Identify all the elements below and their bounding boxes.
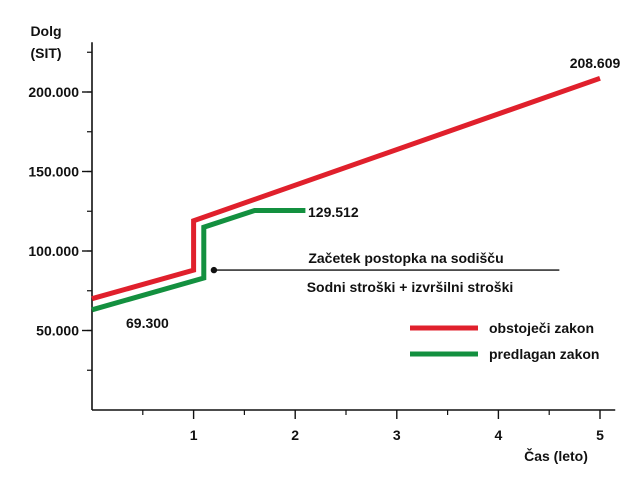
y-tick-label: 200.000 — [28, 84, 79, 100]
annotation-text-line2: Sodni stroški + izvršilni stroški — [307, 279, 514, 295]
annotation-text-line1: Začetek postopka na sodišču — [308, 250, 503, 266]
series-line-existing-law — [91, 75, 601, 302]
y-tick-label: 100.000 — [28, 243, 79, 259]
annotation: Začetek postopka na sodišču Sodni strošk… — [210, 250, 560, 295]
annotation-marker — [210, 266, 218, 274]
legend-label-existing-law: obstoječi zakon — [489, 320, 594, 336]
x-tick-label: 4 — [495, 427, 503, 443]
x-tick-label: 1 — [190, 427, 198, 443]
data-label-existing-law-end: 208.609 — [570, 55, 621, 71]
series-line-proposed-law — [91, 208, 306, 313]
data-label-proposed-law-start: 69.300 — [126, 315, 169, 331]
y-axis-title-line1: Dolg — [30, 23, 61, 39]
data-label-proposed-law-end: 129.512 — [308, 204, 359, 220]
y-tick-label: 50.000 — [36, 323, 79, 339]
legend: obstoječi zakon predlagan zakon — [410, 320, 599, 362]
x-axis-title: Čas (leto) — [524, 447, 588, 464]
series-layer — [91, 75, 601, 313]
axes: 50.000 100.000 150.000 200.000 1 2 3 4 5 — [28, 42, 616, 443]
x-tick-label: 3 — [393, 427, 401, 443]
x-tick-label: 5 — [596, 427, 604, 443]
x-tick-label: 2 — [291, 427, 299, 443]
legend-label-proposed-law: predlagan zakon — [489, 346, 599, 362]
y-axis-title-line2: (SIT) — [30, 45, 61, 61]
y-tick-label: 150.000 — [28, 164, 79, 180]
